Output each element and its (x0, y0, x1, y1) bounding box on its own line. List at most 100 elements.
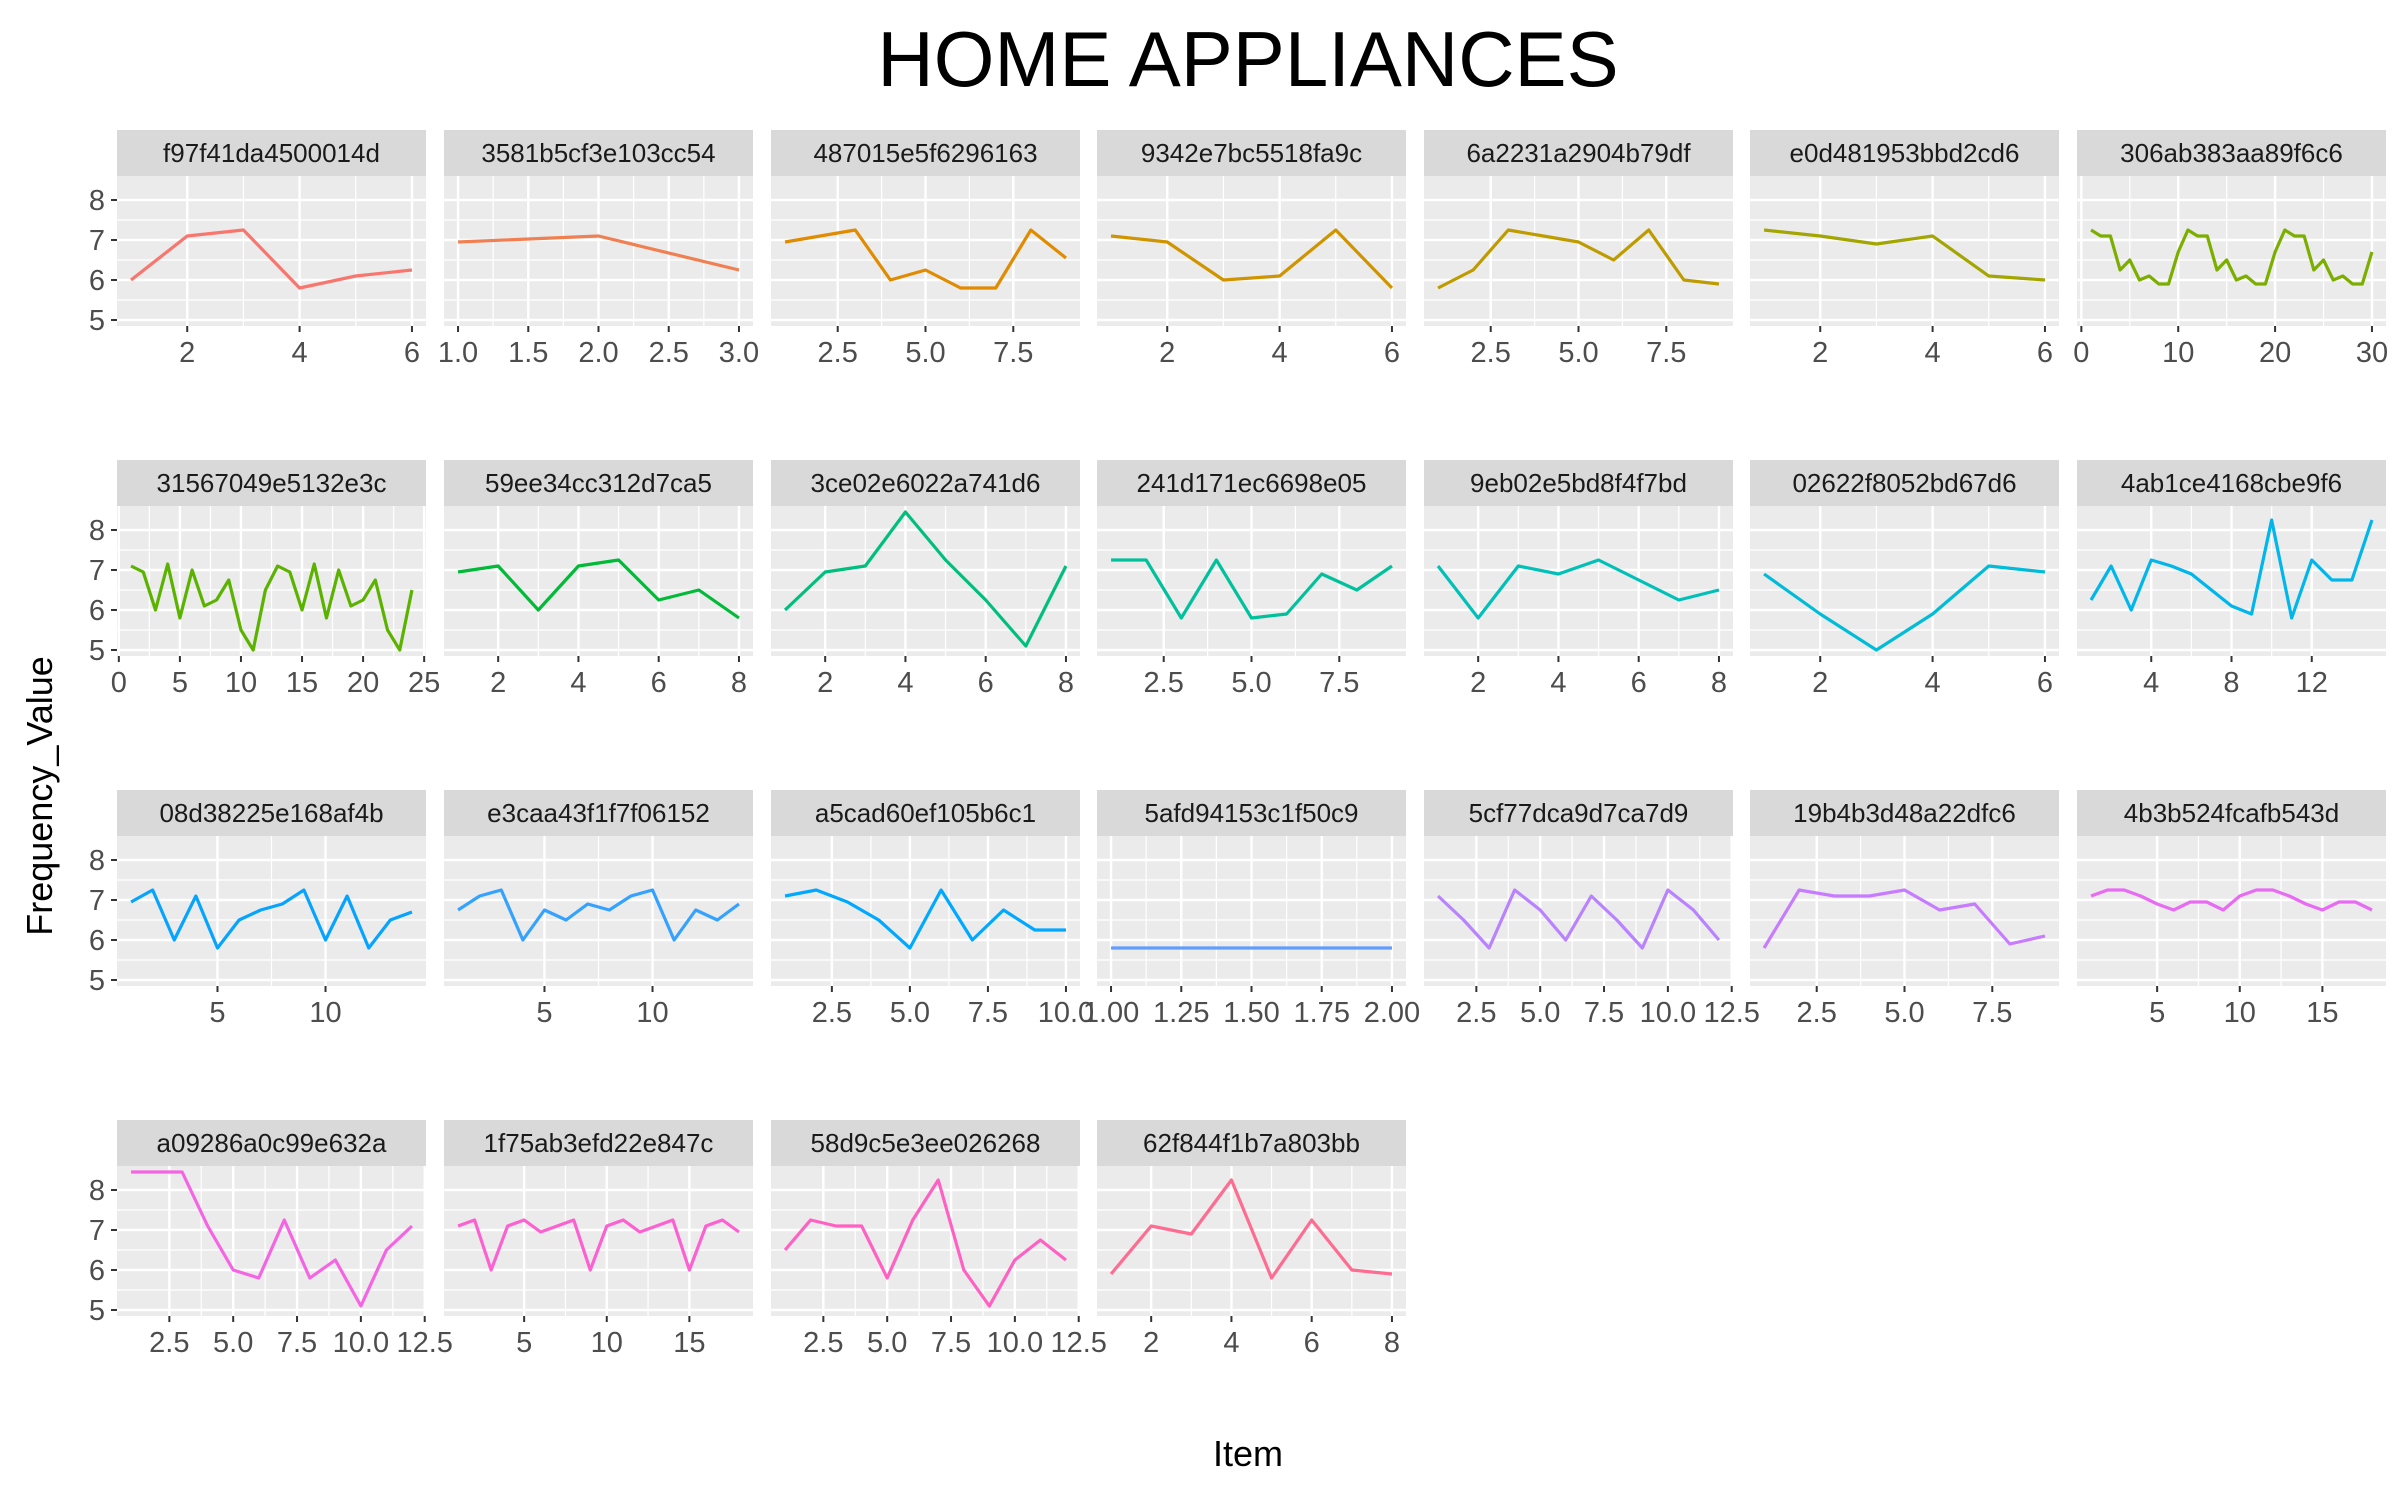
y-tick-label: 8 (89, 185, 105, 217)
facet-strip-label: 58d9c5e3ee026268 (811, 1128, 1041, 1158)
x-tick-label: 4 (570, 667, 586, 699)
facet-panel: 08d38225e168af4b 5 10 5 6 7 8 (89, 790, 426, 1029)
x-tick-label: 7.5 (1584, 997, 1624, 1029)
facet-strip (1750, 460, 2059, 506)
y-tick-label: 5 (89, 1295, 105, 1327)
facet-panel: a09286a0c99e632a 2.5 5.0 7.5 10.0 12.5 5 6 7 8 (89, 1120, 453, 1359)
series-line (784, 888, 1066, 950)
x-tick-label: 2.5 (649, 337, 689, 369)
series-line (2090, 888, 2373, 912)
x-tick-label: 6 (1384, 337, 1400, 369)
facet-strip-label: 9342e7bc5518fa9c (1141, 138, 1362, 168)
series-line (2090, 228, 2374, 286)
facet-panel: 1f75ab3efd22e847c 5 10 15 (444, 1120, 753, 1359)
y-tick-label: 7 (89, 225, 105, 257)
facet-panel: 3581b5cf3e103cc54 1.0 1.5 2.0 2.5 3.0 (438, 130, 759, 369)
facet-strip (771, 460, 1080, 506)
series-line (131, 1170, 414, 1308)
x-tick-label: 10 (309, 997, 341, 1029)
series-line (1436, 558, 1720, 620)
x-tick-label: 1.25 (1153, 997, 1209, 1029)
facet-strip (117, 130, 426, 176)
facet-strip-label: 02622f8052bd67d6 (1792, 468, 2016, 498)
x-tick-label: 10.0 (333, 1327, 389, 1359)
panel-background (1097, 1166, 1406, 1316)
x-axis-title: Item (1213, 1433, 1283, 1474)
series-line (457, 558, 740, 620)
panel-background (444, 506, 753, 656)
x-tick-label: 4 (1925, 667, 1941, 699)
x-tick-label: 5 (172, 667, 188, 699)
facet-strip (444, 130, 753, 176)
x-tick-label: 30 (2356, 337, 2388, 369)
y-tick-label: 7 (89, 555, 105, 587)
facet-strip-label: 08d38225e168af4b (159, 798, 383, 828)
facet-strip-label: 5cf77dca9d7ca7d9 (1469, 798, 1689, 828)
facet-strip-label: a09286a0c99e632a (157, 1128, 387, 1158)
x-tick-label: 10 (225, 667, 257, 699)
x-tick-label: 7.5 (1972, 997, 2012, 1029)
series-line (1110, 228, 1394, 290)
x-tick-label: 5.0 (890, 997, 930, 1029)
facet-strip-label: 59ee34cc312d7ca5 (485, 468, 712, 498)
x-tick-label: 2 (1812, 337, 1828, 369)
y-tick-label: 8 (89, 845, 105, 877)
y-tick-label: 5 (89, 965, 105, 997)
facet-strip (117, 790, 426, 836)
x-tick-label: 15 (673, 1327, 705, 1359)
series-line (1762, 888, 2046, 949)
facet-strip-label: f97f41da4500014d (163, 138, 380, 168)
panel-background (117, 1166, 426, 1316)
x-tick-label: 10 (636, 997, 668, 1029)
x-tick-label: 10.0 (1038, 997, 1094, 1029)
x-tick-label: 4 (1550, 667, 1566, 699)
facet-panel: 4ab1ce4168cbe9f6 4 8 12 (2077, 460, 2386, 699)
facet-strip (1424, 130, 1733, 176)
x-tick-label: 12.5 (1050, 1327, 1106, 1359)
x-tick-label: 2 (1159, 337, 1175, 369)
x-tick-label: 7.5 (968, 997, 1008, 1029)
x-tick-label: 2 (179, 337, 195, 369)
x-tick-label: 2.5 (1471, 337, 1511, 369)
x-tick-label: 15 (286, 667, 318, 699)
x-tick-label: 8 (1711, 667, 1727, 699)
x-tick-label: 2 (1470, 667, 1486, 699)
facet-strip-label: 19b4b3d48a22dfc6 (1793, 798, 2016, 828)
facet-strip-label: 1f75ab3efd22e847c (484, 1128, 714, 1158)
facet-strip (117, 1120, 426, 1166)
panel-background (771, 1166, 1080, 1316)
facet-panels: f97f41da4500014d 2 4 6 5 6 7 8 3581b5cf3e103cc54… (89, 130, 2388, 1359)
series-line (1109, 1178, 1393, 1280)
y-axis-title: Frequency_Value (19, 656, 60, 936)
series-line (130, 888, 413, 950)
facet-strip-label: 4ab1ce4168cbe9f6 (2121, 468, 2342, 498)
facet-strip-label: 6a2231a2904b79df (1466, 138, 1691, 168)
series-line (783, 510, 1068, 648)
x-tick-label: 2.5 (818, 337, 858, 369)
x-tick-label: 5.0 (213, 1327, 253, 1359)
facet-panel: e3caa43f1f7f06152 5 10 (444, 790, 753, 1029)
series-line (1763, 564, 2046, 652)
x-tick-label: 1.0 (438, 337, 478, 369)
facet-strip-label: 62f844f1b7a803bb (1143, 1128, 1360, 1158)
panel-background (117, 176, 426, 326)
y-tick-label: 7 (89, 1215, 105, 1247)
panel-background (1097, 176, 1406, 326)
facet-strip (1750, 790, 2059, 836)
x-tick-label: 5.0 (1231, 667, 1271, 699)
x-tick-label: 7.5 (931, 1327, 971, 1359)
series-line (457, 888, 740, 942)
facet-panel: 9342e7bc5518fa9c 2 4 6 (1097, 130, 1406, 369)
facet-strip-label: e3caa43f1f7f06152 (487, 798, 710, 828)
x-tick-label: 2.5 (1456, 997, 1496, 1029)
x-tick-label: 2.0 (578, 337, 618, 369)
x-tick-label: 2.5 (1144, 667, 1184, 699)
x-tick-label: 1.50 (1223, 997, 1279, 1029)
facet-strip-label: 9eb02e5bd8f4f7bd (1470, 468, 1687, 498)
x-tick-label: 7.5 (1319, 667, 1359, 699)
series-line (1436, 888, 1721, 950)
facet-panel: 5cf77dca9d7ca7d9 2.5 5.0 7.5 10.0 12.5 (1424, 790, 1760, 1029)
x-tick-label: 3.0 (719, 337, 759, 369)
facet-strip-label: 31567049e5132e3c (157, 468, 387, 498)
x-tick-label: 2.5 (149, 1327, 189, 1359)
